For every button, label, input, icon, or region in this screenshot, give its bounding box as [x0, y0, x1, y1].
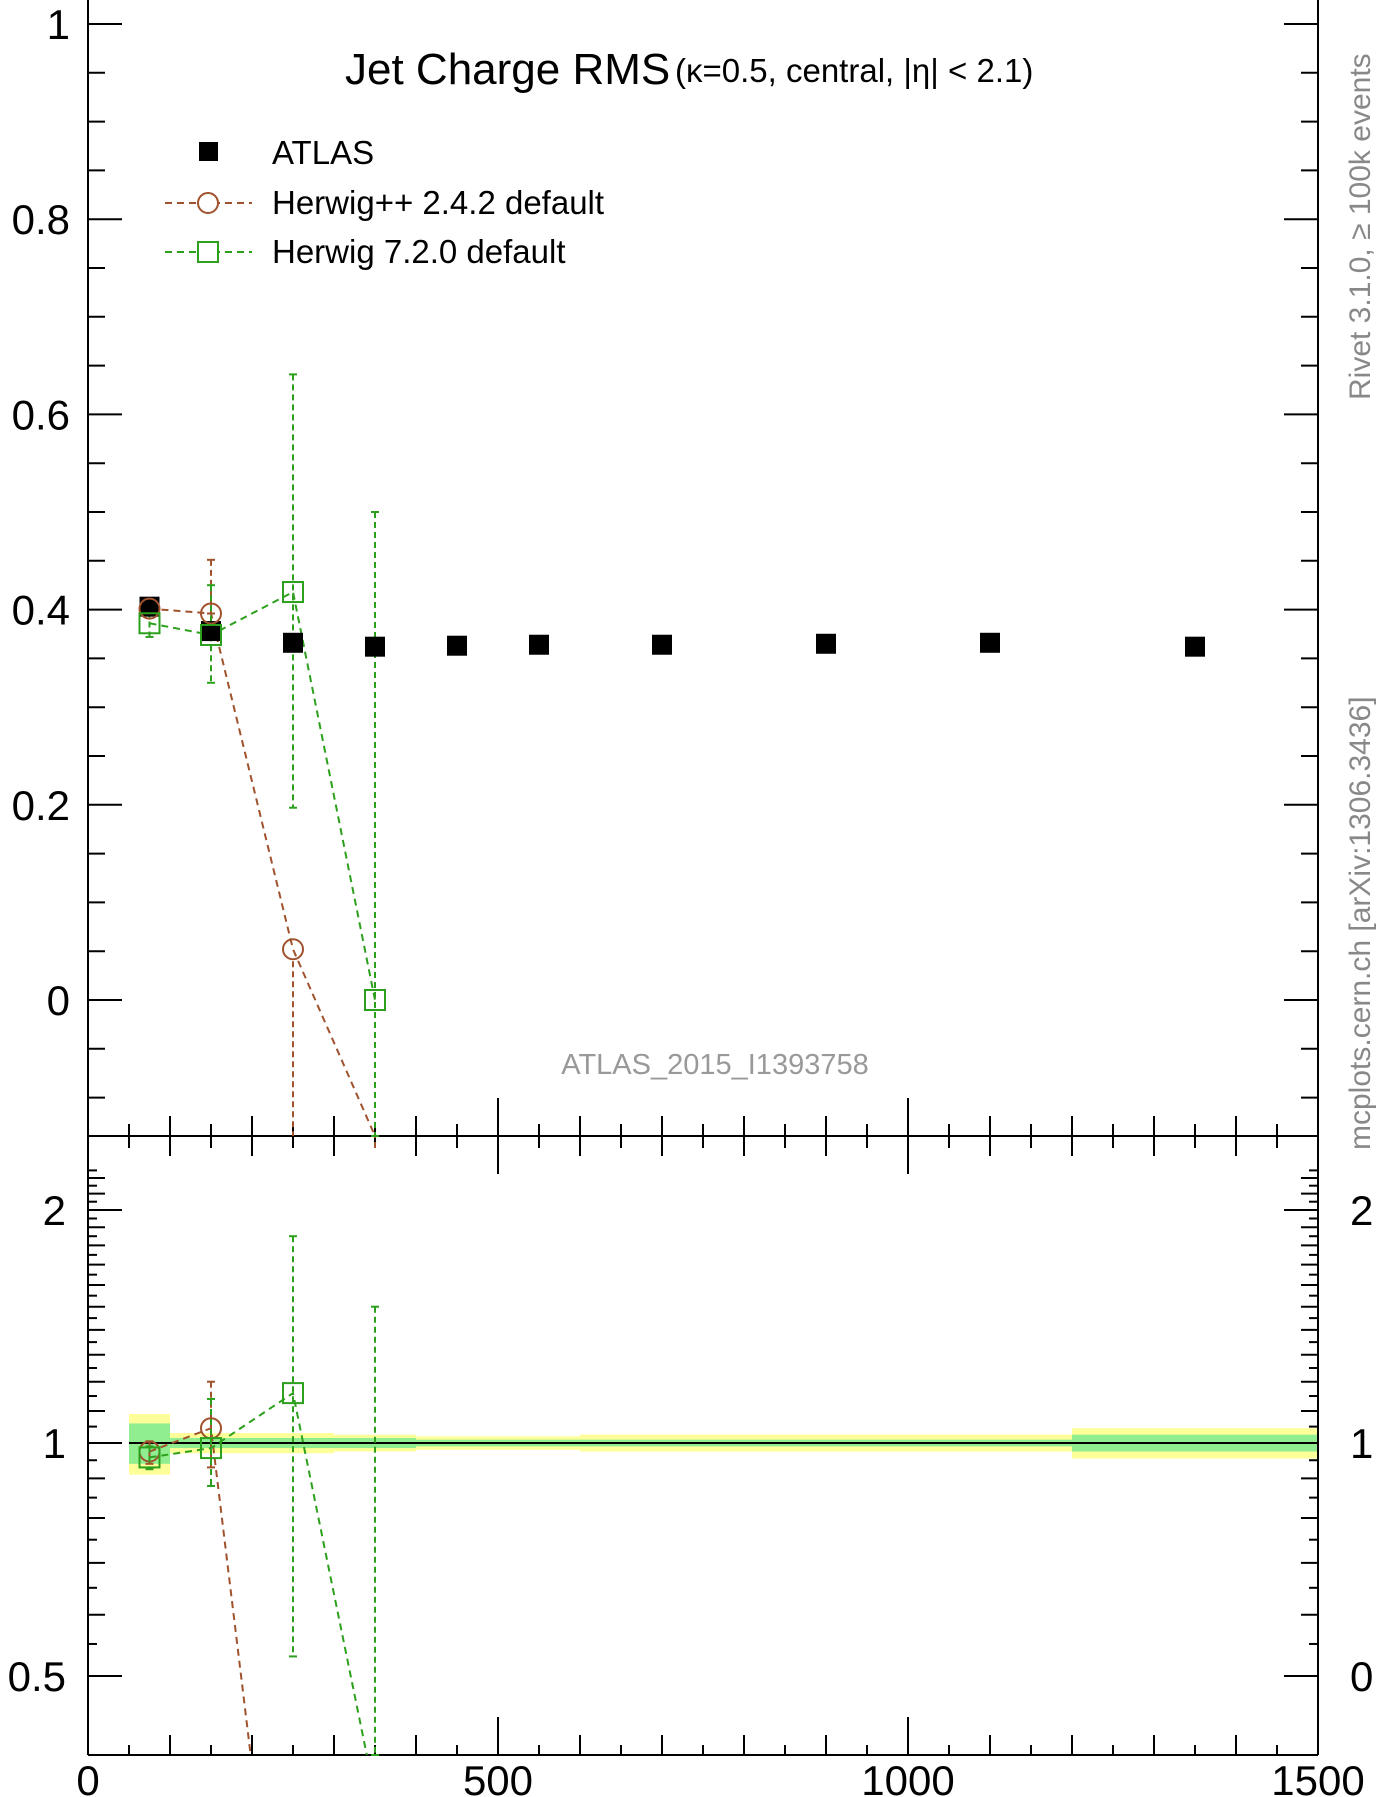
chart-title: Jet Charge RMS [345, 45, 670, 94]
ratio-herwigpp-line [149, 1426, 252, 1756]
ratio-herwig7-point-0 [138, 1446, 161, 1469]
main-atlas-point-2 [283, 632, 303, 653]
tick-labels: 0 500 1000 1500 0 0.2 0.4 0.6 0.8 1 0.5 1 2 0 1 2 [8, 1, 1374, 1797]
rivet-version-label: Rivet 3.1.0, ≥ 100k events [1344, 53, 1377, 400]
legend-marker-herwig7 [197, 241, 219, 263]
legend-label-herwigpp: Herwig++ 2.4.2 default [272, 184, 604, 221]
ratio-right-tick-label-0: 0 [1350, 1653, 1373, 1700]
main-herwigpp-point-2 [282, 938, 304, 961]
main-atlas-point-8 [980, 632, 1000, 653]
main-y-tick-label-0.8: 0.8 [12, 196, 70, 243]
main-atlas-point-7 [816, 633, 836, 654]
ratio-uncertainty-bands [129, 1414, 1318, 1475]
chart-subtitle: (κ=0.5, central, |η| < 2.1) [675, 52, 1033, 89]
analysis-watermark: ATLAS_2015_I1393758 [561, 1049, 868, 1081]
main-atlas-point-6 [652, 634, 672, 655]
x-tick-label-500: 500 [463, 1757, 533, 1797]
series-layer [138, 373, 1205, 1756]
legend-label-atlas: ATLAS [272, 134, 374, 171]
legend-marker-atlas [199, 142, 218, 161]
main-atlas-point-0 [139, 596, 160, 617]
ratio-herwig7-point-2 [282, 1382, 304, 1405]
main-y-tick-label-0.2: 0.2 [12, 782, 70, 829]
x-tick-label-0: 0 [76, 1757, 99, 1797]
main-herwig7-point-0 [138, 612, 161, 635]
main-herwigpp-point-0 [138, 597, 161, 620]
main-atlas-point-1 [201, 621, 221, 642]
ratio-herwig7-line [149, 1391, 368, 1756]
ratio-y-tick-label-2: 2 [43, 1187, 66, 1234]
main-atlas-point-3 [365, 636, 385, 657]
ratio-y-tick-label-1: 1 [43, 1420, 66, 1467]
ratio-right-tick-label-1: 1 [1350, 1420, 1373, 1467]
x-tick-label-1500: 1500 [1271, 1757, 1364, 1797]
x-tick-label-1000: 1000 [861, 1757, 954, 1797]
main-herwig7-point-2 [282, 581, 304, 604]
main-herwig7-point-1 [200, 623, 222, 646]
main-atlas-point-5 [529, 634, 549, 655]
ratio-right-tick-label-2: 2 [1350, 1187, 1373, 1234]
legend-label-herwig7: Herwig 7.2.0 default [272, 233, 566, 270]
ratio-herwig7-point-1 [200, 1437, 222, 1460]
main-herwigpp-point-1 [200, 602, 222, 625]
main-herwig7-point-3 [364, 989, 386, 1011]
main-herwigpp-line [149, 607, 376, 1137]
main-y-tick-label-0.4: 0.4 [12, 587, 70, 634]
ratio-y-tick-label-0.5: 0.5 [8, 1653, 66, 1700]
main-y-tick-label-1: 1 [47, 1, 70, 48]
main-atlas-point-4 [447, 635, 467, 656]
mcplots-label: mcplots.cern.ch [arXiv:1306.3436] [1344, 696, 1377, 1150]
main-herwig7-line [149, 590, 376, 1001]
axis-ticks [87, 23, 1319, 1755]
main-y-tick-label-0.6: 0.6 [12, 391, 70, 438]
main-atlas-point-9 [1185, 636, 1205, 657]
legend: ATLAS Herwig++ 2.4.2 default Herwig 7.2.… [165, 134, 604, 270]
main-y-tick-label-0: 0 [47, 977, 70, 1024]
legend-marker-herwigpp [197, 192, 219, 214]
